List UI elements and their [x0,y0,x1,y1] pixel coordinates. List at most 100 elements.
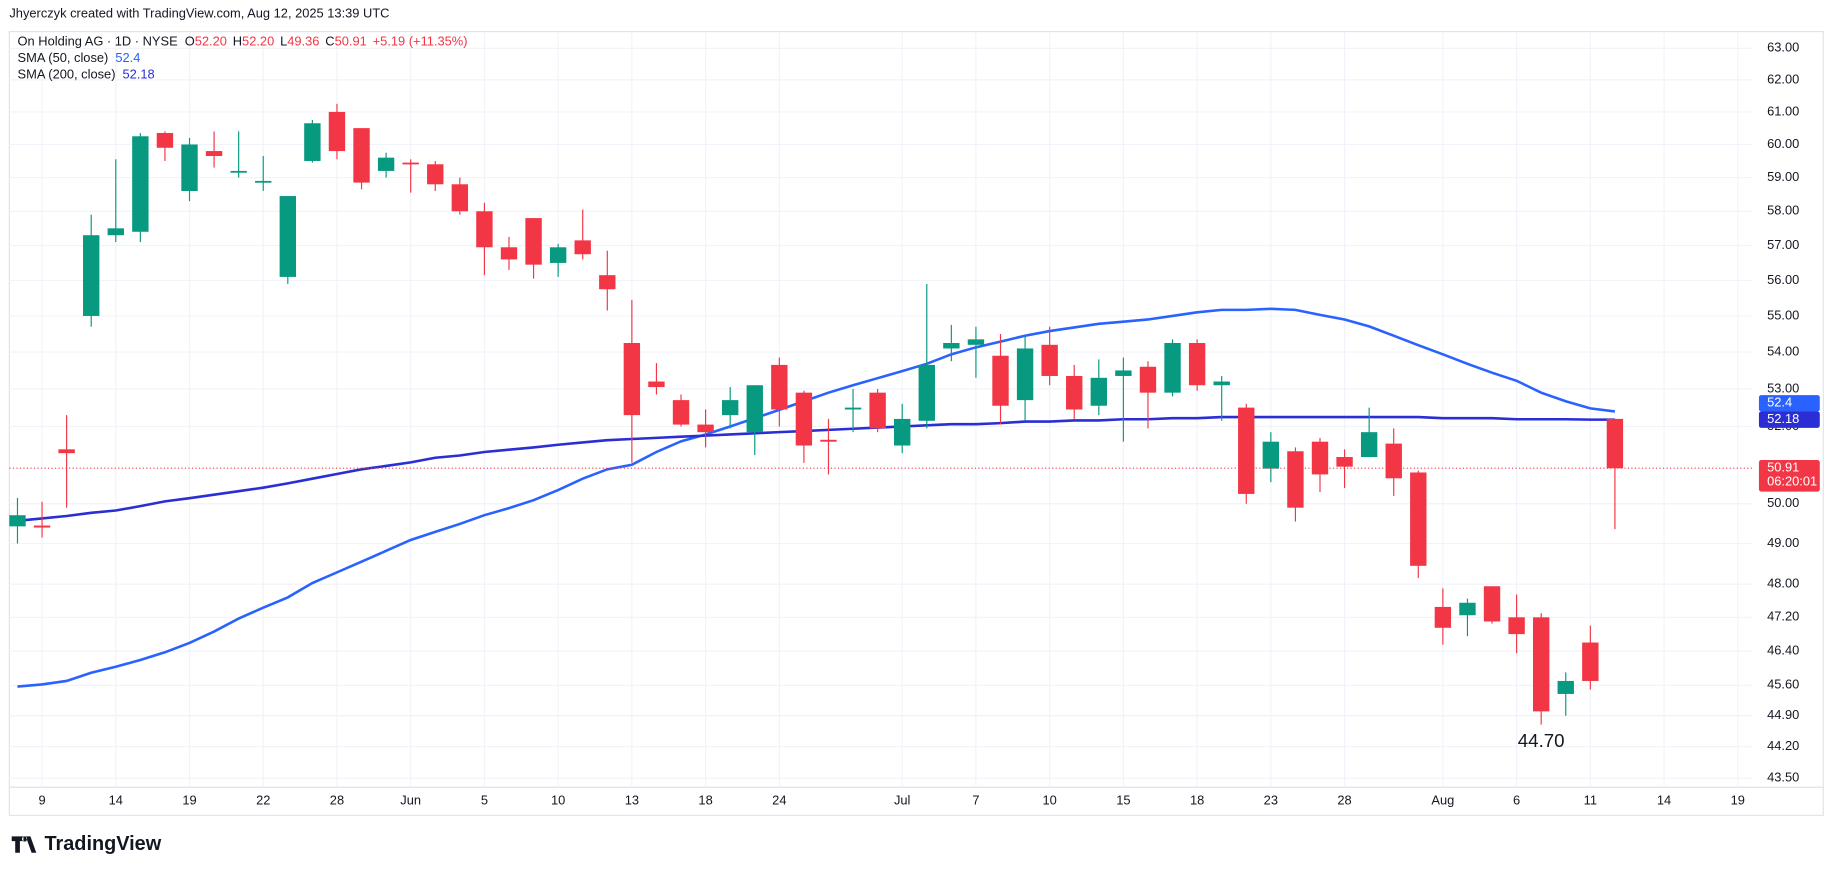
candle-body [1360,432,1378,458]
x-tick-label: 19 [1731,793,1745,808]
brand-logo: TradingView [11,833,162,855]
candle-body [451,184,469,212]
candle-body [894,418,911,446]
candle-body [500,247,518,260]
candle-body [1459,602,1476,616]
candle-body [1188,342,1206,386]
candle-body [58,449,75,454]
y-tick-label: 54.00 [1767,344,1799,359]
x-tick-label: 13 [625,793,639,808]
y-tick-label: 55.00 [1767,307,1799,322]
sma-line [17,307,1616,688]
price-box-label: 52.18 [1767,411,1799,426]
candle-body [156,133,174,148]
candle-body [230,170,247,173]
countdown: 06:20:01 [1767,474,1817,489]
candle-body [402,162,419,165]
candle-body [549,247,567,263]
y-tick-label: 44.90 [1767,707,1799,722]
candle-body [525,218,542,265]
price-box-label: 52.4 [1767,395,1792,410]
legend-name: SMA (200, close) [18,66,116,81]
x-tick-label: 15 [1116,793,1130,808]
price-box [1758,460,1820,492]
quote-key: L [280,34,287,49]
quote-key: O [185,34,195,49]
x-tick-label: Jul [894,793,910,808]
legend-value: 52.4 [115,50,140,65]
x-tick-label: 5 [481,793,488,808]
candle-body [181,144,198,192]
candle-body [1311,441,1329,475]
candle-body [377,157,395,171]
x-tick-label: 14 [1657,793,1671,808]
quote-value: 50.91 [335,34,367,49]
candle-body [1262,441,1280,469]
price-box-label: 50.91 [1767,460,1799,475]
candle-body [1139,366,1157,393]
x-tick-label: 7 [972,793,979,808]
legend-title: On Holding AG · 1D · NYSE [18,34,179,49]
quote-change: +5.19 (+11.35%) [373,34,468,49]
quote-key: C [325,34,334,49]
candle-body [83,235,100,316]
y-tick-label: 48.00 [1767,576,1799,591]
candle-body [1410,472,1427,566]
candle-body [476,211,493,248]
x-tick-label: 6 [1513,793,1520,808]
x-tick-label: 23 [1264,793,1278,808]
x-tick-label: Jun [400,793,421,808]
y-tick-label: 49.00 [1767,535,1799,550]
candle-body [205,151,223,157]
candle-body [132,136,149,232]
candle-body [1557,680,1574,694]
candle-body [1115,370,1132,376]
candle-body [1532,617,1550,712]
candle-body [697,424,714,433]
candle-body [1041,344,1058,376]
candle-body [1066,375,1083,410]
x-tick-label: 19 [182,793,196,808]
x-tick-label: 28 [1337,793,1351,808]
candle-body [869,392,886,429]
header-text: Jhyerczyk created with TradingView.com, … [9,5,389,20]
x-tick-label: Aug [1431,793,1454,808]
candle-body [255,180,272,183]
candle-body [721,400,739,416]
chart-frame [8,30,1824,816]
brand-name: TradingView [44,833,161,855]
candle-body [746,385,763,433]
y-tick-label: 46.40 [1767,642,1799,657]
candle-body [820,439,837,442]
y-tick-label: 62.00 [1767,71,1799,86]
price-box [1758,395,1820,412]
y-tick-label: 47.20 [1767,609,1799,624]
quote-key: H [233,34,242,49]
y-tick-label: 61.00 [1767,103,1799,118]
candle-body [599,275,616,290]
candle-body [107,228,124,236]
candle-body [992,355,1009,406]
x-tick-label: 24 [772,793,786,808]
y-tick-label: 57.00 [1767,237,1799,252]
candle-body [844,407,862,410]
candle-body [279,196,296,277]
candle-body [1606,418,1624,469]
quote-value: 52.20 [242,34,274,49]
x-tick-label: 11 [1584,793,1597,808]
x-tick-label: 10 [551,793,565,808]
candle-body [1164,342,1181,393]
candle-body [9,515,26,527]
x-tick-label: 18 [698,793,712,808]
candle-body [328,111,346,152]
candle-body [1238,407,1255,494]
y-tick-label: 45.60 [1767,677,1799,692]
quote-value: 52.20 [195,34,227,49]
quote-value: 49.36 [287,34,319,49]
y-tick-label: 50.00 [1767,495,1799,510]
candle-body [574,240,591,255]
candle-body [967,339,985,345]
candle-body [427,164,444,185]
